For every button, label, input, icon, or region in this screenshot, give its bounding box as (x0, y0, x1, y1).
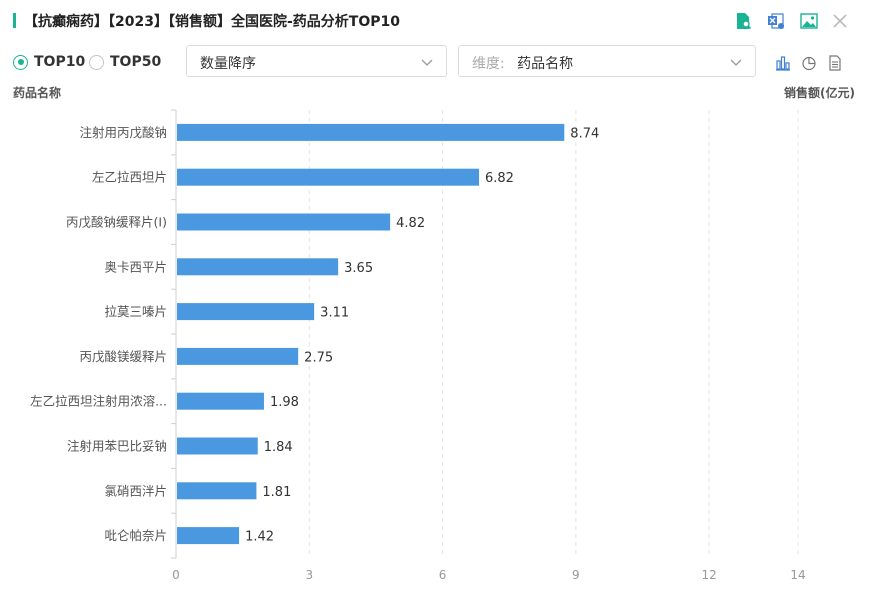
data-label: 1.84 (264, 440, 293, 455)
radio-top50-circle (89, 54, 104, 70)
x-tick-label: 0 (172, 568, 180, 582)
bar (177, 123, 565, 141)
category-label: 左乙拉西坦注射用浓溶... (30, 394, 167, 409)
category-label: 丙戊酸钠缓释片(Ⅰ) (66, 215, 167, 230)
category-label: 注射用丙戊酸钠 (79, 125, 167, 140)
bar (177, 213, 391, 231)
sort-order-value: 数量降序 (200, 56, 256, 72)
category-label: 吡仑帕奈片 (104, 528, 167, 543)
data-label: 4.82 (396, 216, 425, 231)
bar-chart-icon[interactable] (774, 54, 792, 72)
bar (177, 258, 339, 276)
y-axis-title: 药品名称 (13, 86, 62, 100)
close-icon[interactable] (830, 11, 850, 31)
data-label: 1.98 (270, 395, 299, 410)
category-label: 氯硝西泮片 (104, 483, 167, 498)
data-label: 6.82 (485, 171, 514, 186)
category-label: 奥卡西平片 (104, 259, 167, 274)
x-tick-label: 3 (305, 568, 313, 582)
category-label: 注射用苯巴比妥钠 (67, 439, 167, 454)
x-tick-label: 12 (702, 568, 717, 582)
data-label: 3.65 (344, 261, 373, 276)
radio-top10[interactable]: TOP10 (13, 54, 85, 70)
bar (177, 482, 257, 500)
data-label: 3.11 (320, 306, 349, 321)
bar-chart: 0 3 6 9 12 14 注射用丙戊酸钠 8.74 左乙拉西坦片 6.82 丙戊酸钠缓释片(Ⅰ) 4… (30, 109, 806, 582)
bar (177, 392, 264, 410)
dimension-select[interactable]: 维度: 药品名称 (458, 45, 756, 77)
chart-controls: TOP10 TOP50 数量降序 维度: 药品名称 (0, 44, 871, 82)
bar (177, 347, 299, 365)
table-icon[interactable] (826, 54, 844, 72)
data-label: 1.81 (262, 485, 291, 500)
radio-top10-label: TOP10 (34, 54, 86, 70)
bar (177, 527, 240, 545)
dimension-prefix: 维度: (472, 56, 505, 72)
chart-header: 【抗癫痫药】【2023】【销售额】全国医院-药品分析TOP10 (0, 0, 871, 44)
category-label: 丙戊酸镁缓释片 (79, 349, 167, 364)
data-label: 2.75 (304, 350, 333, 365)
dimension-text: 维度: 药品名称 (472, 53, 573, 73)
x-axis-title: 销售额(亿元) (784, 86, 855, 100)
category-label: 左乙拉西坦片 (92, 170, 167, 185)
title-accent-bar (13, 13, 16, 28)
x-tick-label: 9 (572, 568, 580, 582)
radio-top50[interactable]: TOP50 (89, 54, 161, 70)
radio-top50-label: TOP50 (110, 54, 162, 70)
bar (177, 303, 315, 321)
excel-export-icon[interactable] (766, 11, 786, 31)
sort-order-select[interactable]: 数量降序 (186, 45, 447, 77)
file-search-icon[interactable] (733, 11, 753, 31)
bar (177, 168, 480, 186)
dimension-value: 药品名称 (517, 56, 574, 72)
bar (177, 437, 258, 455)
category-label: 拉莫三嗪片 (104, 304, 167, 319)
chevron-down-icon (421, 59, 433, 66)
image-export-icon[interactable] (799, 11, 819, 31)
x-tick-label: 6 (439, 568, 447, 582)
pie-chart-icon[interactable] (800, 54, 818, 72)
panel-title: 【抗癫痫药】【2023】【销售额】全国医院-药品分析TOP10 (24, 14, 400, 30)
radio-top10-circle (13, 54, 28, 70)
chevron-down-icon (730, 59, 742, 66)
x-tick-label: 14 (790, 568, 805, 582)
data-label: 8.74 (570, 126, 599, 141)
data-label: 1.42 (245, 530, 274, 545)
